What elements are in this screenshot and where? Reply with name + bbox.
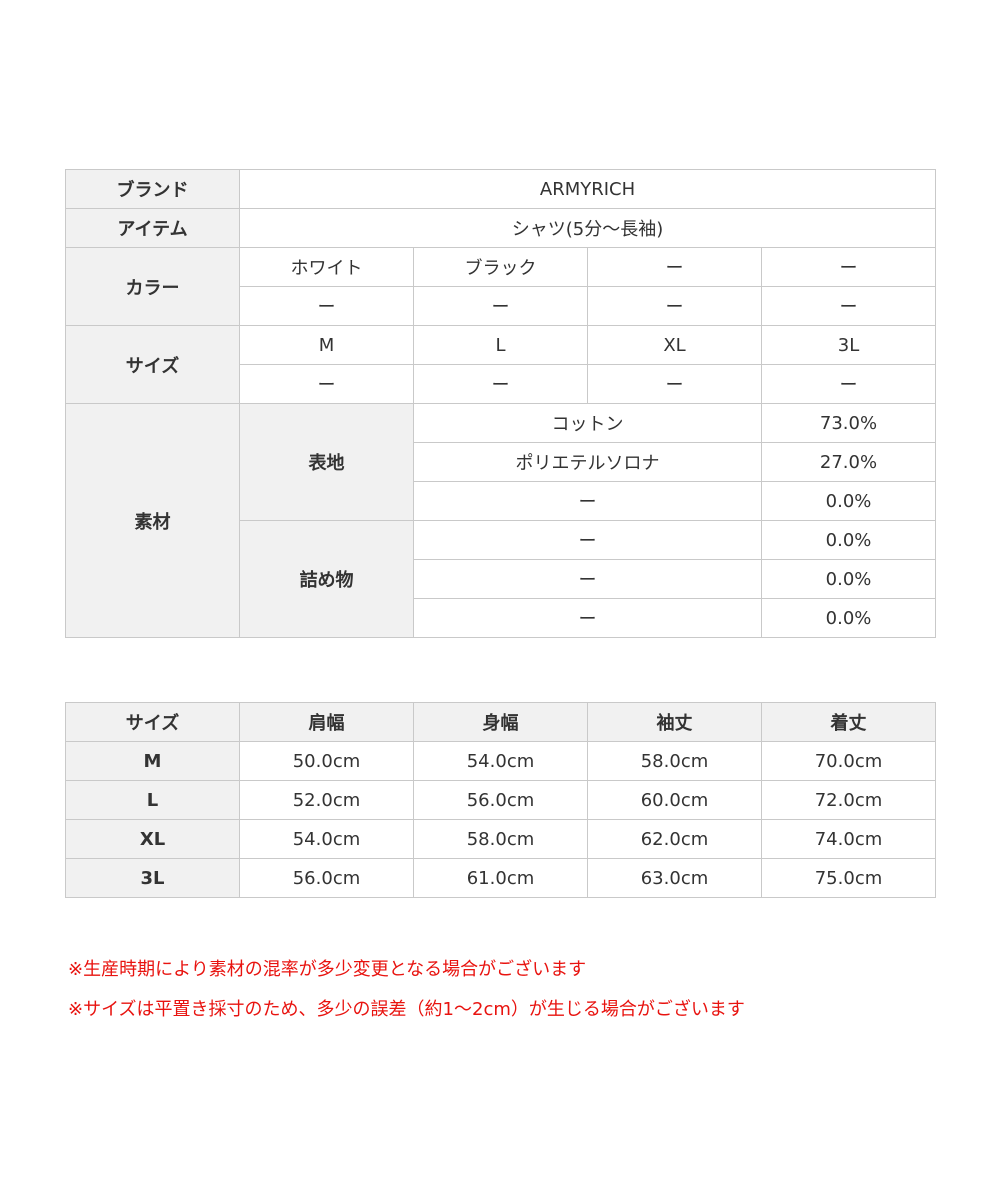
table-cell: 63.0cm xyxy=(587,858,762,898)
material-pct: 27.0% xyxy=(760,442,937,482)
header-row: サイズ 肩幅 身幅 袖丈 着丈 xyxy=(65,702,936,742)
table-cell: 54.0cm xyxy=(413,741,588,781)
material-pct: 73.0% xyxy=(760,403,937,443)
material-pct: 0.0% xyxy=(760,481,937,521)
row-header: XL xyxy=(65,819,240,859)
material-name: ー xyxy=(413,481,762,521)
table-cell: 52.0cm xyxy=(239,780,414,820)
material-name: コットン xyxy=(413,403,762,443)
table-cell: 58.0cm xyxy=(587,741,762,781)
table-cell: 75.0cm xyxy=(761,858,936,898)
size-value: 3L xyxy=(760,325,937,365)
row-header: L xyxy=(65,780,240,820)
size-label: サイズ xyxy=(65,325,240,404)
table-cell: 61.0cm xyxy=(413,858,588,898)
table-cell: 50.0cm xyxy=(239,741,414,781)
row-header: M xyxy=(65,741,240,781)
material-name: ー xyxy=(413,598,762,638)
material-pct: 0.0% xyxy=(760,559,937,599)
table-cell: 70.0cm xyxy=(761,741,936,781)
color-value: ブラック xyxy=(413,247,588,287)
filling-label: 詰め物 xyxy=(239,520,414,638)
table-cell: 72.0cm xyxy=(761,780,936,820)
column-header: 袖丈 xyxy=(587,702,762,742)
spec-table: ブランド ARMYRICH アイテム シャツ(5分～長袖) カラー ホワイト ブラック… xyxy=(65,169,937,638)
color-value: ー xyxy=(760,247,937,287)
table-cell: 56.0cm xyxy=(413,780,588,820)
size-value: ー xyxy=(587,364,762,404)
size-value: L xyxy=(413,325,588,365)
material-name: ー xyxy=(413,520,762,560)
color-value: ー xyxy=(413,286,588,326)
color-value: ー xyxy=(239,286,414,326)
color-label: カラー xyxy=(65,247,240,326)
color-value: ー xyxy=(760,286,937,326)
table-cell: 58.0cm xyxy=(413,819,588,859)
table-row: M 50.0cm 54.0cm 58.0cm 70.0cm xyxy=(65,741,936,781)
size-value: ー xyxy=(239,364,414,404)
table-cell: 60.0cm xyxy=(587,780,762,820)
outer-label: 表地 xyxy=(239,403,414,521)
note-size: ※サイズは平置き採寸のため、多少の誤差（約1～2cm）が生じる場合がございます xyxy=(68,999,745,1020)
table-cell: 74.0cm xyxy=(761,819,936,859)
item-value: シャツ(5分～長袖) xyxy=(238,208,937,248)
brand-label: ブランド xyxy=(65,169,240,209)
size-value: ー xyxy=(760,364,937,404)
material-name: ポリエテルソロナ xyxy=(413,442,762,482)
column-header: サイズ xyxy=(65,702,240,742)
color-value: ー xyxy=(587,247,762,287)
table-cell: 54.0cm xyxy=(239,819,414,859)
size-value: ー xyxy=(413,364,588,404)
column-header: 着丈 xyxy=(761,702,936,742)
column-header: 身幅 xyxy=(413,702,588,742)
table-row: 3L 56.0cm 61.0cm 63.0cm 75.0cm xyxy=(65,858,936,898)
material-pct: 0.0% xyxy=(760,598,937,638)
brand-value: ARMYRICH xyxy=(238,169,937,209)
color-value: ホワイト xyxy=(239,247,414,287)
note-material: ※生産時期により素材の混率が多少変更となる場合がございます xyxy=(68,959,587,980)
size-table: サイズ 肩幅 身幅 袖丈 着丈 M 50.0cm 54.0cm 58.0cm 70.0cm L 52.… xyxy=(65,702,936,898)
column-header: 肩幅 xyxy=(239,702,414,742)
color-value: ー xyxy=(587,286,762,326)
material-pct: 0.0% xyxy=(760,520,937,560)
table-row: L 52.0cm 56.0cm 60.0cm 72.0cm xyxy=(65,780,936,820)
item-label: アイテム xyxy=(65,208,240,248)
table-row: XL 54.0cm 58.0cm 62.0cm 74.0cm xyxy=(65,819,936,859)
material-label: 素材 xyxy=(65,403,240,638)
table-cell: 62.0cm xyxy=(587,819,762,859)
table-cell: 56.0cm xyxy=(239,858,414,898)
size-value: M xyxy=(239,325,414,365)
row-header: 3L xyxy=(65,858,240,898)
size-value: XL xyxy=(587,325,762,365)
material-name: ー xyxy=(413,559,762,599)
